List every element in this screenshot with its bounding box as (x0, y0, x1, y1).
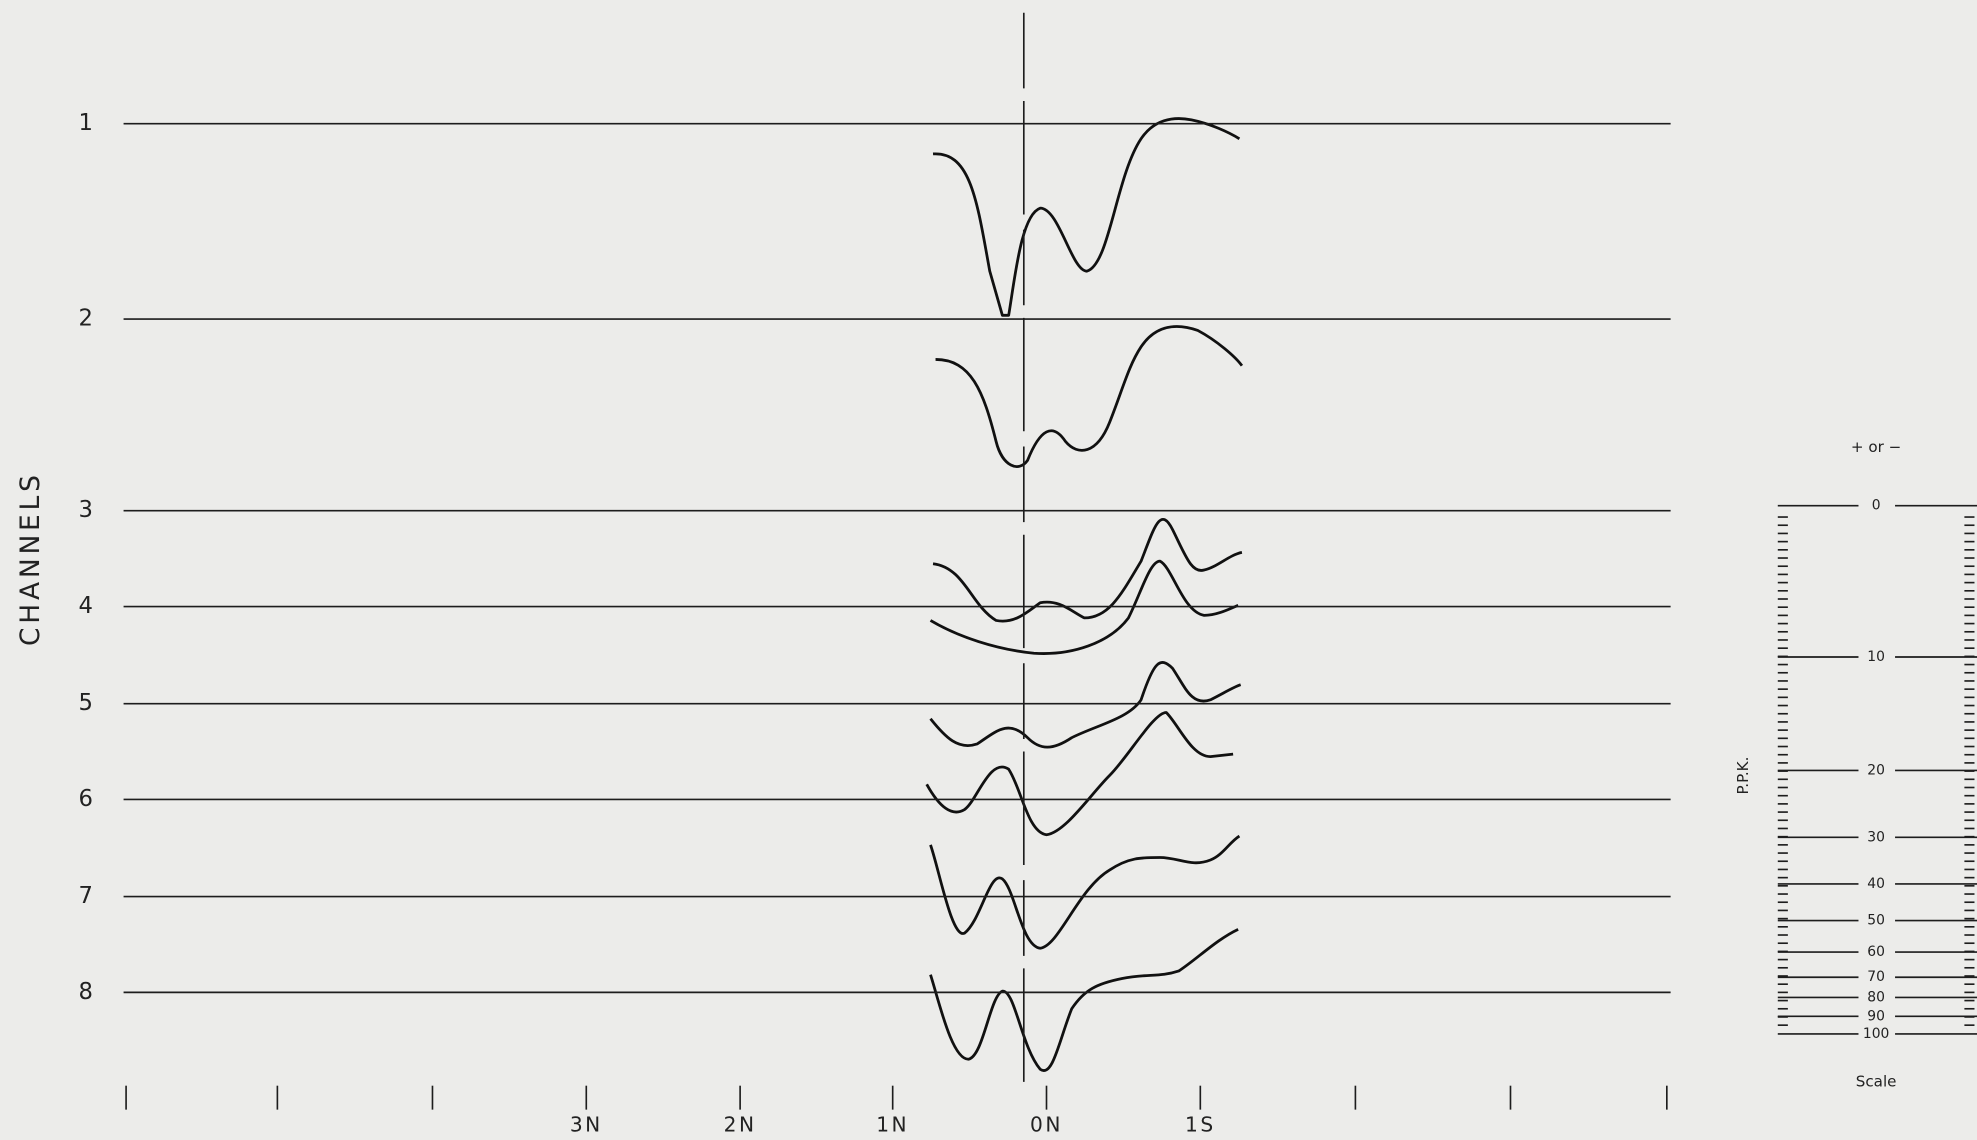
axis-title: CHANNELS (15, 471, 46, 646)
station-label: 2N (724, 1113, 757, 1137)
channel-curve (929, 661, 1242, 749)
scale-label: 60 (1867, 944, 1885, 960)
channel-curve (925, 711, 1234, 837)
station-label: 3N (570, 1113, 603, 1137)
scale-label: 30 (1867, 829, 1885, 845)
scale-label: 40 (1867, 876, 1885, 892)
scale-label: 90 (1867, 1008, 1885, 1024)
scale-label: 0 (1872, 498, 1881, 514)
channel-label: 5 (79, 690, 93, 716)
channel-label: 4 (79, 593, 93, 619)
channel-curve (929, 834, 1241, 950)
channel-label: 7 (79, 883, 93, 909)
scale-label: 100 (1863, 1026, 1889, 1042)
channel-label: 1 (79, 110, 93, 136)
channel-label: 3 (79, 497, 93, 523)
scale-label: 70 (1867, 969, 1885, 985)
station-label: 1N (876, 1113, 909, 1137)
channel-label: 8 (79, 979, 93, 1005)
channel-curve (932, 517, 1243, 623)
scale-label: 10 (1867, 649, 1885, 665)
channel-curve (932, 117, 1241, 317)
scale-caption: Scale (1856, 1072, 1897, 1090)
scale-label: 20 (1867, 762, 1885, 778)
channel-label: 6 (79, 786, 93, 812)
scale-label: 50 (1867, 913, 1885, 929)
scale-label: 80 (1867, 989, 1885, 1005)
station-label: 0N (1030, 1113, 1063, 1137)
scale-sign-note: + or − (1851, 438, 1901, 456)
channel-curve (929, 928, 1239, 1072)
station-label: 1S (1185, 1113, 1216, 1137)
channel-label: 2 (79, 306, 93, 332)
scale-unit: P.P.K. (1734, 757, 1752, 795)
profile-curves (925, 117, 1244, 1072)
channel-curve (935, 325, 1244, 468)
channel-curve (929, 559, 1239, 655)
